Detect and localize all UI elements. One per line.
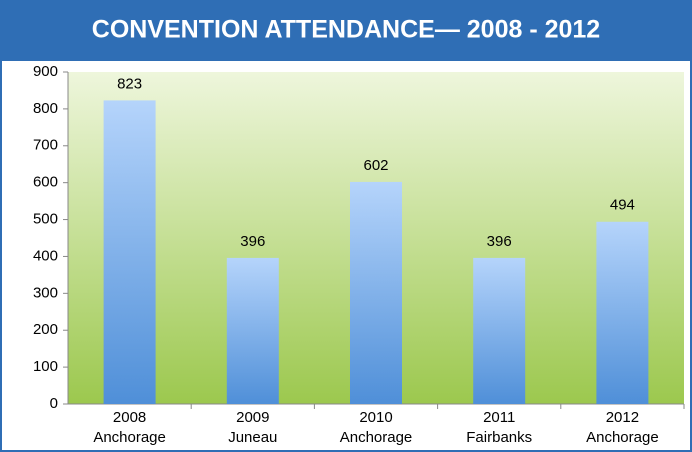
y-tick-label: 900 bbox=[33, 63, 58, 80]
value-label: 602 bbox=[363, 157, 388, 174]
x-tick-label: Anchorage bbox=[93, 429, 166, 446]
y-tick-label: 800 bbox=[33, 100, 58, 117]
x-tick-label: 2011 bbox=[483, 409, 515, 426]
bar bbox=[226, 257, 279, 404]
x-tick-label: 2012 bbox=[606, 409, 639, 426]
x-tick-label: 2010 bbox=[359, 409, 392, 426]
title-bar bbox=[0, 0, 692, 60]
bar bbox=[473, 257, 526, 404]
value-label: 494 bbox=[610, 197, 635, 214]
y-tick-label: 400 bbox=[33, 247, 58, 264]
chart-title: CONVENTION ATTENDANCE— 2008 - 2012 bbox=[92, 16, 600, 44]
bar bbox=[350, 181, 402, 404]
y-tick-label: 700 bbox=[33, 137, 58, 154]
x-tick-label: Juneau bbox=[228, 429, 277, 446]
bar bbox=[596, 221, 649, 404]
value-label: 396 bbox=[240, 233, 265, 250]
y-tick-label: 100 bbox=[33, 358, 58, 375]
bar bbox=[103, 100, 156, 404]
y-tick-label: 500 bbox=[33, 211, 58, 228]
y-tick-label: 600 bbox=[33, 174, 58, 191]
value-label: 823 bbox=[117, 75, 142, 92]
y-tick-label: 200 bbox=[33, 321, 58, 338]
y-tick-label: 0 bbox=[50, 395, 58, 412]
x-tick-label: 2009 bbox=[236, 409, 269, 426]
value-label: 396 bbox=[487, 233, 512, 250]
y-tick-label: 300 bbox=[33, 284, 58, 301]
frame bbox=[0, 59, 692, 452]
x-tick-label: 2008 bbox=[113, 409, 146, 426]
x-tick-label: Fairbanks bbox=[466, 429, 532, 446]
x-tick-label: Anchorage bbox=[586, 429, 659, 446]
x-tick-label: Anchorage bbox=[340, 429, 413, 446]
